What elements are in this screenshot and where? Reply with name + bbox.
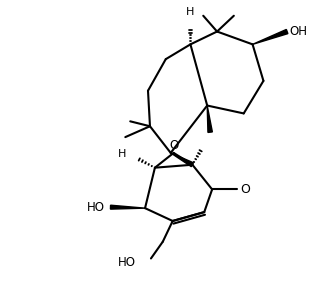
Text: H: H <box>186 7 195 17</box>
Text: O: O <box>240 183 250 196</box>
Polygon shape <box>207 106 212 133</box>
Text: HO: HO <box>118 256 136 269</box>
Text: H: H <box>118 149 126 159</box>
Text: OH: OH <box>289 25 307 38</box>
Polygon shape <box>171 153 193 167</box>
Text: O: O <box>169 139 178 152</box>
Text: HO: HO <box>86 201 104 214</box>
Polygon shape <box>253 30 288 44</box>
Polygon shape <box>110 205 145 209</box>
